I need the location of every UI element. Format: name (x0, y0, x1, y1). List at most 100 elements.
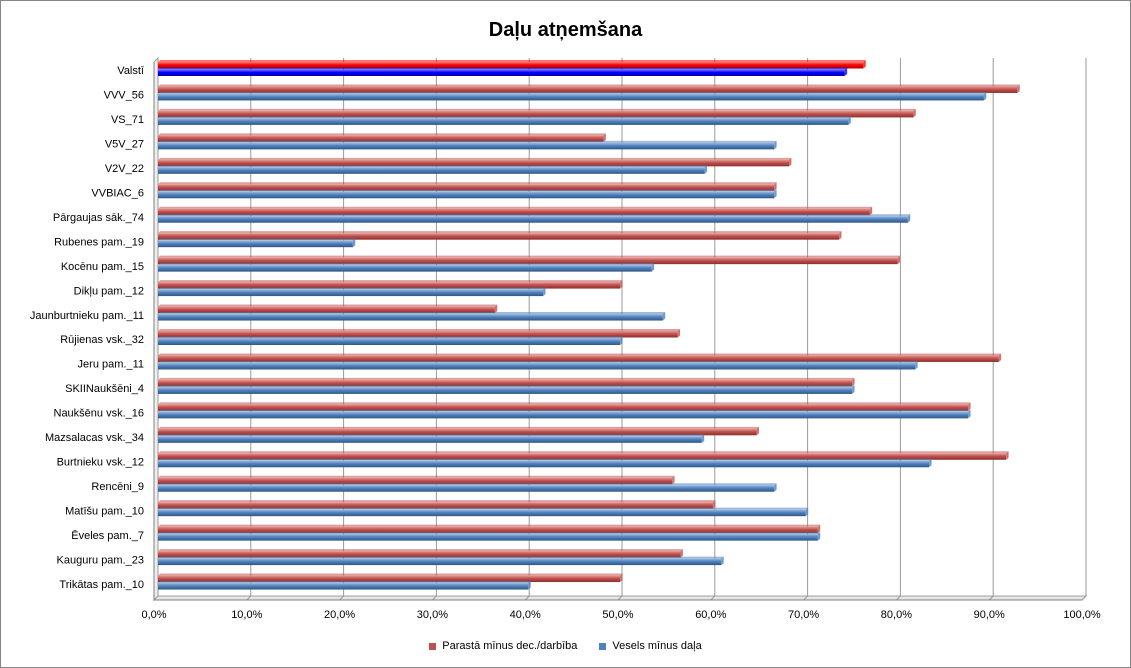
bar-top-face (158, 451, 1009, 454)
grid-line-depth (432, 595, 437, 601)
bar-top-face (158, 91, 987, 94)
grid-line-depth (524, 595, 530, 601)
bar-top-face (158, 280, 623, 283)
category-label: Valstī (117, 65, 145, 77)
bar (158, 355, 999, 362)
category-label: Naukšēnu vsk._16 (54, 408, 145, 420)
grid-line-depth (896, 595, 901, 601)
bar-top-face (158, 336, 623, 339)
x-tick-label: 70,0% (788, 609, 819, 621)
bar-top-face (158, 402, 971, 405)
bar (158, 240, 353, 248)
bar (158, 208, 870, 216)
bar-top-face (158, 304, 498, 307)
bar (158, 159, 790, 167)
bar (158, 216, 908, 223)
bar (158, 526, 818, 534)
bar-top-face (158, 165, 707, 168)
x-tick-label: 30,0% (417, 609, 448, 621)
bar (158, 69, 845, 76)
bar (158, 314, 663, 321)
bar-top-face (158, 500, 716, 503)
x-tick-label: 40,0% (510, 609, 541, 621)
category-label: Pārgaujas sāk._74 (53, 212, 144, 224)
bar-top-face (158, 312, 666, 315)
bar (158, 509, 806, 517)
bar (158, 485, 775, 492)
bar-end-face (848, 116, 851, 125)
bar (158, 411, 969, 419)
bar-end-face (620, 573, 623, 583)
bar-end-face (712, 500, 716, 509)
bar-top-face (158, 329, 681, 331)
bar (158, 93, 984, 101)
bar (158, 362, 916, 370)
bar-top-face (158, 507, 809, 510)
bar-top-face (158, 475, 675, 478)
bar-end-face (1017, 84, 1020, 93)
legend-item-series-1: Parastā mīnus dec./darbība (429, 640, 577, 652)
bar-end-face (913, 108, 916, 118)
category-label: VVBIAC_6 (91, 188, 144, 200)
bar-top-face (158, 483, 777, 486)
bar-top-face (158, 263, 655, 266)
category-label: Kauguru pam._23 (57, 554, 144, 566)
category-label: Burtnieku vsk._12 (57, 457, 144, 469)
x-tick-label: 10,0% (231, 609, 262, 621)
bar-end-face (869, 206, 873, 216)
bar-end-face (651, 263, 655, 272)
bar-end-face (1006, 451, 1009, 460)
legend: Parastā mīnus dec./darbība Vesels mīnus … (0, 640, 1131, 652)
bar (158, 477, 673, 485)
bar-top-face (158, 409, 971, 412)
bar-end-face (805, 507, 809, 517)
bar-top-face (158, 67, 848, 70)
bar (158, 575, 621, 583)
bar-end-face (789, 157, 792, 167)
bar-end-face (680, 549, 683, 558)
bar-end-face (897, 255, 901, 265)
x-tick-label: 20,0% (324, 609, 355, 621)
plot-wall-left (153, 56, 159, 602)
bar-end-face (774, 182, 777, 191)
bar-top-face (158, 182, 777, 185)
category-label: Jaunburtnieku pam._11 (30, 310, 144, 322)
legend-label: Vesels mīnus daļa (612, 640, 702, 652)
bar-end-face (852, 377, 855, 387)
x-tick-label: 80,0% (881, 609, 912, 621)
legend-item-series-2: Vesels mīnus daļa (599, 640, 702, 652)
bar (158, 265, 652, 272)
bar (158, 453, 1007, 460)
legend-swatch-red (429, 642, 437, 650)
category-label: Rubenes pam._19 (54, 236, 144, 248)
bar-end-face (528, 581, 531, 590)
bar-end-face (774, 189, 777, 199)
bar (158, 534, 818, 541)
bar-end-face (983, 91, 987, 101)
category-labels: Valstī VVV_56 VS_71 V5V_27 V2V_22 VVBIAC_6 Pār… (30, 65, 145, 591)
bar (158, 191, 775, 199)
category-label: Mazsalacas vsk._34 (45, 432, 144, 444)
bar-end-face (704, 165, 707, 174)
bar (158, 387, 853, 394)
bar-end-face (701, 434, 705, 443)
bars (158, 60, 1020, 590)
bar-top-face (158, 287, 546, 290)
bar-end-face (672, 475, 675, 485)
bar-end-face (774, 140, 777, 150)
grid-line-depth (617, 595, 623, 601)
bar-end-face (844, 67, 848, 76)
bar-end-face (677, 329, 681, 338)
legend-label: Parastā mīnus dec./darbība (442, 640, 578, 652)
bar (158, 142, 775, 150)
category-label: Rencēni_9 (91, 481, 144, 493)
bar-end-face (817, 532, 821, 541)
bar-top-face (158, 458, 932, 461)
bar-top-face (158, 255, 901, 258)
bar (158, 428, 757, 436)
bar-top-face (158, 133, 606, 136)
bar (158, 86, 1018, 93)
bar-top-face (158, 549, 683, 552)
grid-line-depth (339, 595, 344, 601)
bar-top-face (158, 385, 855, 388)
